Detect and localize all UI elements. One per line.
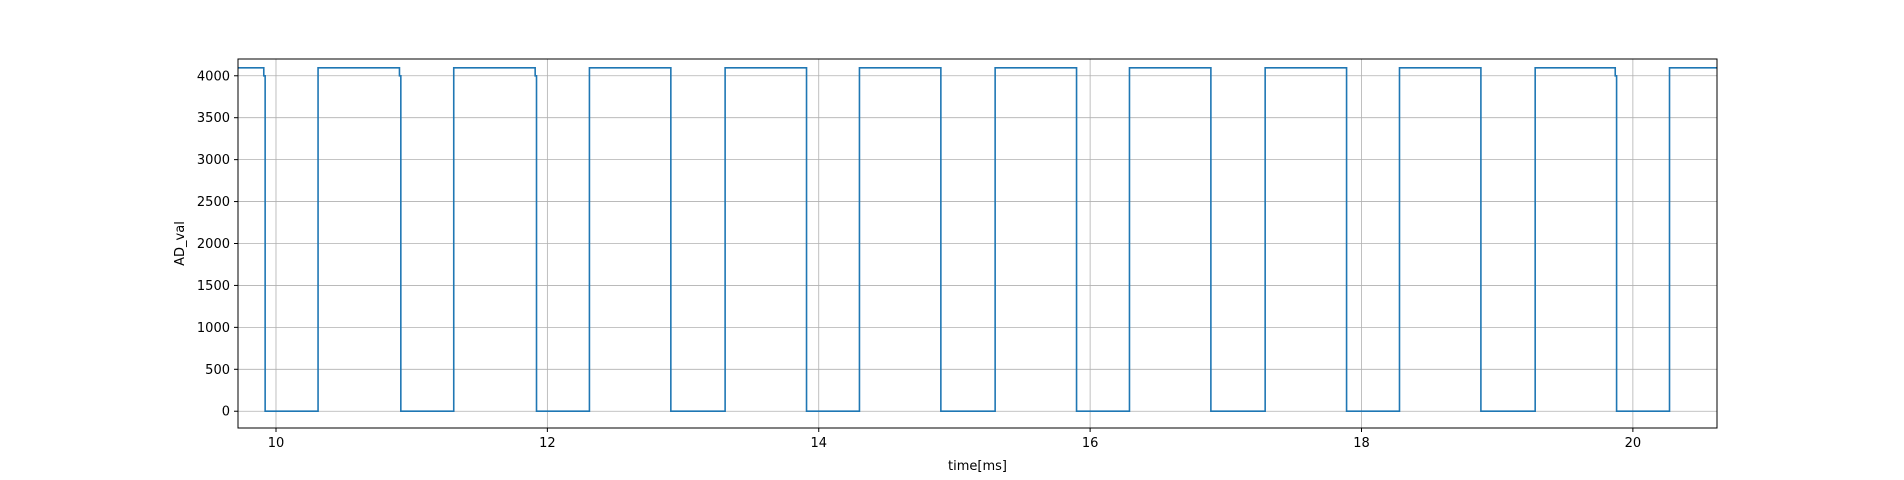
y-tick-label: 3000 [197, 153, 230, 168]
x-axis: 10 12 14 16 18 20 [268, 428, 1641, 451]
x-tick-label: 14 [810, 436, 827, 451]
x-tick-label: 12 [539, 436, 556, 451]
y-tick-label: 1000 [197, 321, 230, 336]
y-axis: 0 500 1000 1500 2000 2500 3000 3500 4000 [197, 69, 238, 420]
x-tick-label: 20 [1625, 436, 1642, 451]
grid-lines [238, 59, 1717, 428]
x-tick-label: 16 [1082, 436, 1099, 451]
y-axis-label: AD_val [173, 221, 188, 266]
y-tick-label: 1500 [197, 279, 230, 294]
series-layer [238, 67, 1717, 413]
y-tick-label: 0 [222, 405, 230, 420]
x-axis-label: time[ms] [948, 459, 1007, 474]
y-tick-label: 4000 [197, 69, 230, 84]
y-tick-label: 500 [205, 363, 230, 378]
x-tick-label: 10 [268, 436, 285, 451]
y-tick-label: 2500 [197, 195, 230, 210]
x-tick-label: 18 [1353, 436, 1370, 451]
y-tick-label: 3500 [197, 111, 230, 126]
y-tick-label: 2000 [197, 237, 230, 252]
series-line-0 [238, 67, 1717, 413]
